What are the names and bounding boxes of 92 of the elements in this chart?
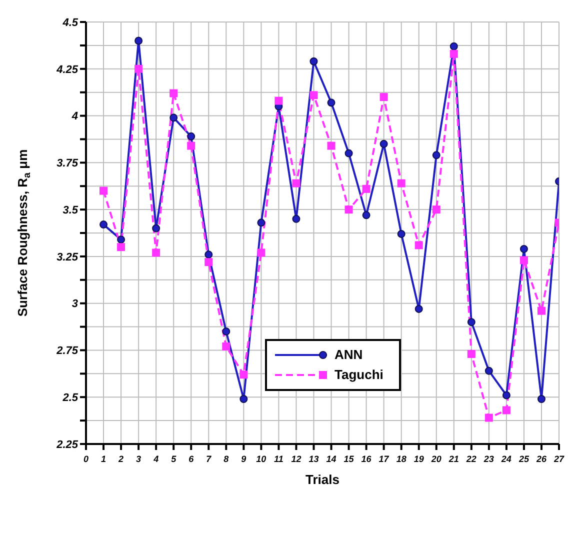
point — [187, 142, 196, 150]
x-tick-label: 10 — [256, 454, 266, 464]
point — [240, 370, 248, 379]
point — [240, 394, 248, 403]
point — [414, 304, 423, 313]
x-tick-label: 21 — [448, 454, 459, 464]
x-tick-label: 4 — [152, 454, 159, 464]
x-tick-label: 6 — [188, 454, 195, 464]
x-tick-label: 20 — [430, 454, 442, 464]
legend-label: ANN — [334, 347, 363, 362]
y-tick-label: 4 — [70, 110, 78, 123]
point — [414, 241, 423, 250]
point — [397, 179, 406, 188]
y-tick-label: 2.25 — [56, 438, 79, 451]
x-tick-label: 3 — [136, 454, 142, 464]
point — [100, 220, 108, 229]
y-tick-label: 2.5 — [62, 392, 79, 404]
y-tick-label: 3.75 — [56, 158, 79, 170]
point — [344, 206, 353, 214]
x-tick-label: 18 — [396, 454, 406, 464]
point — [170, 89, 178, 98]
point — [520, 244, 528, 253]
point — [292, 179, 300, 188]
x-tick-label: 22 — [465, 454, 476, 464]
y-tick-label: 4.25 — [56, 64, 79, 76]
point — [292, 214, 300, 223]
point — [134, 36, 143, 45]
y-tick-label: 2.75 — [56, 345, 79, 358]
point — [520, 256, 528, 264]
x-tick-label: 24 — [500, 454, 512, 464]
x-tick-label: 16 — [361, 454, 372, 464]
point — [484, 414, 493, 422]
x-tick-label: 9 — [241, 454, 246, 464]
point — [257, 248, 266, 257]
point — [432, 151, 440, 160]
x-tick-label: 23 — [482, 454, 494, 464]
x-tick-label: 27 — [552, 454, 565, 464]
x-tick-label: 8 — [224, 454, 229, 464]
point — [327, 98, 336, 107]
point — [117, 236, 126, 244]
point — [362, 211, 370, 220]
y-tick-label: 3.5 — [62, 204, 79, 216]
point — [450, 50, 458, 58]
point — [222, 342, 230, 350]
point — [380, 93, 388, 102]
point — [467, 350, 476, 358]
point — [152, 224, 160, 232]
point — [117, 243, 126, 252]
x-tick-label: 13 — [308, 454, 319, 464]
point — [362, 184, 370, 193]
x-tick-label: 5 — [171, 454, 178, 464]
point — [152, 248, 160, 257]
y-tick-label: 3 — [72, 298, 78, 310]
point — [344, 149, 353, 158]
point — [380, 140, 388, 148]
point — [310, 91, 318, 100]
point — [327, 142, 336, 150]
point — [397, 230, 406, 238]
x-tick-label: 11 — [274, 454, 284, 464]
x-axis-title: Trials — [306, 472, 340, 487]
point — [204, 258, 213, 266]
x-tick-label: 12 — [291, 454, 302, 464]
point — [100, 186, 108, 195]
point — [467, 318, 476, 326]
point — [170, 114, 178, 122]
point — [187, 132, 196, 140]
point — [222, 327, 230, 336]
point — [450, 42, 458, 50]
y-tick-label: 3.25 — [56, 251, 79, 264]
x-tick-label: 1 — [101, 454, 106, 464]
point — [484, 366, 493, 375]
point — [537, 394, 546, 403]
point — [274, 96, 283, 105]
x-tick-label: 2 — [118, 454, 124, 464]
x-tick-label: 14 — [326, 454, 336, 464]
point — [502, 391, 510, 400]
point — [257, 218, 266, 227]
x-tick-label: 7 — [206, 454, 212, 464]
x-tick-label: 17 — [378, 454, 390, 464]
x-tick-label: 0 — [83, 454, 89, 464]
x-tick-label: 19 — [414, 454, 424, 464]
legend-label: Taguchi — [334, 367, 384, 382]
point — [502, 406, 510, 414]
point — [134, 64, 143, 73]
point — [432, 206, 440, 214]
point — [204, 250, 213, 259]
y-tick-label: 4.5 — [62, 16, 79, 29]
point — [537, 306, 546, 315]
point — [310, 57, 318, 66]
x-tick-label: 15 — [344, 454, 355, 464]
x-tick-label: 25 — [518, 454, 530, 464]
x-tick-label: 26 — [535, 454, 548, 464]
